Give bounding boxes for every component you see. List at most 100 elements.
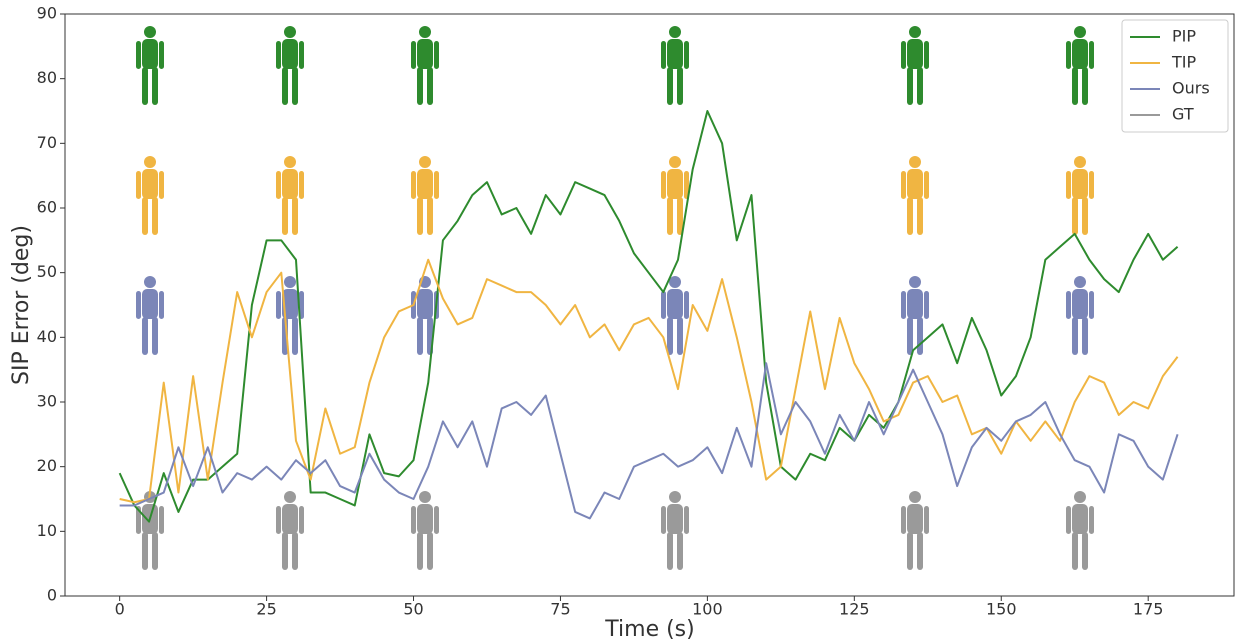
figure-leg bbox=[1082, 67, 1088, 105]
figure-arm bbox=[434, 41, 439, 69]
x-tick-label: 125 bbox=[839, 600, 870, 619]
figure-leg bbox=[917, 67, 923, 105]
figure-leg bbox=[152, 532, 158, 570]
figure-arm bbox=[684, 506, 689, 534]
figure-leg bbox=[667, 197, 673, 235]
figure-arm bbox=[1066, 291, 1071, 319]
figure bbox=[901, 26, 929, 105]
chart: Time (s) SIP Error (deg) 010203040506070… bbox=[0, 0, 1236, 644]
figure-arm bbox=[136, 171, 141, 199]
figure-leg bbox=[417, 532, 423, 570]
figure-head bbox=[144, 26, 156, 38]
figure-arm bbox=[661, 171, 666, 199]
figure bbox=[901, 491, 929, 570]
figure-torso bbox=[907, 39, 923, 69]
figure-arm bbox=[299, 506, 304, 534]
x-tick-label: 25 bbox=[256, 600, 276, 619]
legend-label: PIP bbox=[1172, 27, 1196, 46]
figure-arm bbox=[276, 291, 281, 319]
figure-arm bbox=[661, 506, 666, 534]
figure-head bbox=[1074, 491, 1086, 503]
figure-torso bbox=[907, 504, 923, 534]
figure-leg bbox=[292, 197, 298, 235]
figure-arm bbox=[136, 291, 141, 319]
figure bbox=[1066, 156, 1094, 235]
figure-leg bbox=[1082, 317, 1088, 355]
figure-head bbox=[284, 276, 296, 288]
figure-leg bbox=[152, 67, 158, 105]
legend-label: TIP bbox=[1171, 53, 1196, 72]
figure-arm bbox=[159, 506, 164, 534]
figure-arm bbox=[1089, 506, 1094, 534]
figure-arm bbox=[276, 171, 281, 199]
figure-head bbox=[669, 156, 681, 168]
figure-torso bbox=[417, 169, 433, 199]
figure-arm bbox=[136, 41, 141, 69]
figure bbox=[276, 156, 304, 235]
figure-head bbox=[1074, 26, 1086, 38]
figure-leg bbox=[142, 317, 148, 355]
page: Time (s) SIP Error (deg) 010203040506070… bbox=[0, 0, 1236, 644]
y-tick-label: 80 bbox=[37, 68, 57, 87]
figure-leg bbox=[282, 197, 288, 235]
figure bbox=[661, 26, 689, 105]
figure-torso bbox=[142, 39, 158, 69]
figure-head bbox=[909, 26, 921, 38]
plot-frame bbox=[65, 14, 1234, 596]
figure-leg bbox=[667, 317, 673, 355]
figure-torso bbox=[1072, 169, 1088, 199]
figure bbox=[411, 491, 439, 570]
figure-torso bbox=[142, 169, 158, 199]
figure-leg bbox=[142, 532, 148, 570]
figure-head bbox=[144, 156, 156, 168]
figure-head bbox=[909, 276, 921, 288]
figure-head bbox=[669, 26, 681, 38]
figure-arm bbox=[276, 41, 281, 69]
figure bbox=[901, 156, 929, 235]
y-tick-label: 30 bbox=[37, 392, 57, 411]
y-tick-label: 40 bbox=[37, 327, 57, 346]
figure bbox=[136, 276, 164, 355]
figure-leg bbox=[677, 532, 683, 570]
figure bbox=[411, 156, 439, 235]
figure-leg bbox=[142, 197, 148, 235]
figure bbox=[411, 26, 439, 105]
figure-leg bbox=[677, 317, 683, 355]
figure-arm bbox=[924, 171, 929, 199]
figure-arm bbox=[661, 291, 666, 319]
figure bbox=[1066, 26, 1094, 105]
figure-head bbox=[284, 26, 296, 38]
figure bbox=[136, 26, 164, 105]
legend-label: GT bbox=[1172, 105, 1194, 124]
figure-torso bbox=[1072, 39, 1088, 69]
figure-torso bbox=[417, 504, 433, 534]
figure-arm bbox=[901, 291, 906, 319]
legend-label: Ours bbox=[1172, 79, 1210, 98]
y-tick-label: 70 bbox=[37, 133, 57, 152]
figure-head bbox=[419, 26, 431, 38]
figure-torso bbox=[417, 39, 433, 69]
figure-leg bbox=[907, 317, 913, 355]
figure-head bbox=[909, 491, 921, 503]
figure-head bbox=[284, 156, 296, 168]
y-tick-label: 90 bbox=[37, 4, 57, 23]
figure-leg bbox=[917, 532, 923, 570]
figure bbox=[661, 491, 689, 570]
figure-leg bbox=[1082, 532, 1088, 570]
figure-head bbox=[284, 491, 296, 503]
figure bbox=[901, 276, 929, 355]
figure-arm bbox=[901, 171, 906, 199]
y-tick-label: 60 bbox=[37, 198, 57, 217]
y-tick-label: 10 bbox=[37, 521, 57, 540]
figure-torso bbox=[907, 289, 923, 319]
x-tick-label: 50 bbox=[403, 600, 423, 619]
figure-leg bbox=[1072, 67, 1078, 105]
figure-leg bbox=[292, 317, 298, 355]
figure-arm bbox=[159, 171, 164, 199]
figure-torso bbox=[417, 289, 433, 319]
x-axis-label: Time (s) bbox=[604, 617, 694, 642]
figure-arm bbox=[1066, 171, 1071, 199]
figure-arm bbox=[924, 506, 929, 534]
figure-leg bbox=[1072, 197, 1078, 235]
figure-head bbox=[144, 276, 156, 288]
